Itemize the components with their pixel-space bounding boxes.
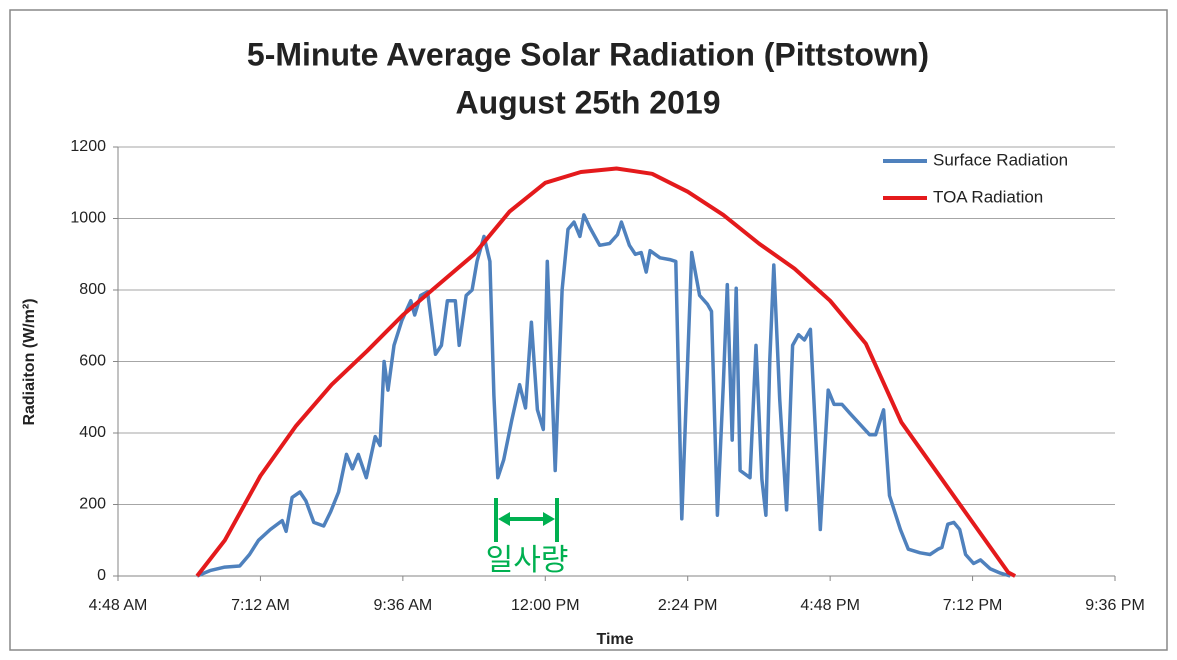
y-tick-label: 600 [79,353,106,370]
annotation-bracket [494,498,559,542]
x-tick-label: 9:36 AM [374,597,433,614]
chart-title: 5-Minute Average Solar Radiation (Pittst… [247,36,929,72]
x-tick-label: 2:24 PM [658,597,718,614]
x-tick-label: 4:48 AM [89,597,148,614]
chart-title: August 25th 2019 [456,84,721,120]
series-line [195,166,1017,578]
y-tick-label: 400 [79,424,106,441]
y-tick-label: 0 [97,567,106,584]
legend-label: TOA Radiation [933,187,1043,206]
x-tick-label: 7:12 AM [231,597,290,614]
chart-frame [9,9,1168,651]
x-tick-label: 12:00 PM [511,597,579,614]
y-tick-label: 1200 [70,138,106,155]
y-tick-label: 200 [79,496,106,513]
arrow-head [498,512,510,526]
x-axis-label: Time [596,631,633,648]
x-tick-label: 7:12 PM [943,597,1003,614]
annotation: 일사량 [486,544,569,577]
x-tick-label: 4:48 PM [800,597,860,614]
y-tick-label: 1000 [70,210,106,227]
arrow-head [543,512,555,526]
series-line [196,213,1011,578]
y-axis-label: Radiaiton (W/m²) [21,298,38,425]
x-tick-label: 9:36 PM [1085,597,1145,614]
legend-label: Surface Radiation [933,150,1068,169]
y-tick-label: 800 [79,281,106,298]
